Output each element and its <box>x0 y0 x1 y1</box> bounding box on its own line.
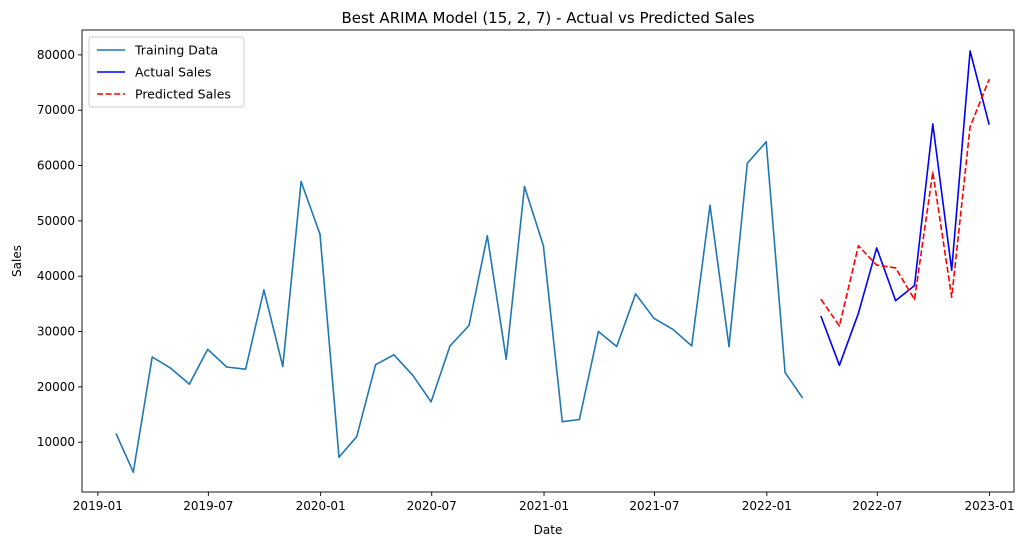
data-point <box>393 354 395 356</box>
data-point <box>188 383 191 385</box>
data-point <box>969 50 971 52</box>
y-tick-label: 10000 <box>37 435 75 449</box>
data-point <box>913 298 916 301</box>
x-tick-label: 2019-01 <box>73 499 123 513</box>
y-axis-label: Sales <box>10 245 24 277</box>
y-tick-label: 20000 <box>37 380 75 394</box>
data-point <box>950 296 953 299</box>
data-point <box>486 235 489 237</box>
data-point <box>412 374 414 377</box>
data-point <box>561 420 564 423</box>
y-tick-label: 70000 <box>37 103 75 117</box>
legend: Training Data Actual Sales Predicted Sales <box>88 36 245 108</box>
data-point <box>615 345 618 348</box>
data-point <box>894 267 897 269</box>
y-axis: 10000 20000 30000 40000 50000 60000 70000 80000 <box>37 48 82 449</box>
data-point <box>430 401 432 403</box>
data-point <box>709 204 711 207</box>
data-point <box>784 371 786 374</box>
data-point <box>672 328 674 331</box>
legend-box <box>88 36 245 108</box>
data-point <box>374 363 377 366</box>
data-point <box>151 356 153 358</box>
data-point <box>225 366 228 368</box>
data-point <box>169 367 172 369</box>
data-point <box>355 435 358 438</box>
data-point <box>765 141 767 143</box>
legend-label-predicted-sales: Predicted Sales <box>135 87 231 102</box>
series-line-actual-sales <box>820 50 990 367</box>
data-point <box>263 289 265 291</box>
data-point <box>206 348 209 351</box>
series-points-predicted-sales <box>820 79 990 327</box>
series-points-actual-sales <box>820 50 990 367</box>
data-point <box>728 345 730 348</box>
y-tick-label: 40000 <box>37 269 75 283</box>
data-point <box>857 245 860 247</box>
chart-title: Best ARIMA Model (15, 2, 7) - Actual vs … <box>341 9 754 27</box>
data-point <box>282 365 284 368</box>
data-point <box>894 299 897 302</box>
data-point <box>801 396 803 399</box>
data-point <box>542 245 545 247</box>
series-layer <box>115 50 990 473</box>
x-tick-label: 2022-07 <box>852 499 902 513</box>
data-point <box>969 126 971 128</box>
x-tick-label: 2020-07 <box>407 499 457 513</box>
data-point <box>820 298 822 301</box>
data-point <box>300 180 302 183</box>
data-point <box>932 171 934 173</box>
y-tick-label: 30000 <box>37 325 75 339</box>
data-point <box>875 264 878 266</box>
x-tick-label: 2021-07 <box>629 499 679 513</box>
data-point <box>319 233 321 235</box>
x-tick-label: 2021-01 <box>519 499 569 513</box>
series-line-predicted-sales <box>820 79 990 327</box>
x-axis-label: Date <box>534 523 563 537</box>
data-point <box>932 123 934 125</box>
data-point <box>838 325 841 327</box>
legend-label-training-data: Training Data <box>134 43 218 58</box>
series-points-training-data <box>115 141 803 473</box>
data-point <box>875 247 878 249</box>
data-point <box>468 324 470 327</box>
data-point <box>988 79 990 81</box>
x-tick-label: 2019-07 <box>183 499 233 513</box>
data-point <box>523 185 526 188</box>
data-point <box>578 418 581 421</box>
data-point <box>597 330 600 333</box>
series-line-training-data <box>115 141 803 473</box>
y-tick-label: 50000 <box>37 214 75 228</box>
data-point <box>857 312 860 315</box>
data-point <box>746 162 749 165</box>
y-tick-label: 80000 <box>37 48 75 62</box>
legend-label-actual-sales: Actual Sales <box>135 65 211 80</box>
data-point <box>838 364 841 367</box>
data-point <box>132 471 135 473</box>
data-point <box>690 345 693 347</box>
y-tick-label: 60000 <box>37 159 75 173</box>
data-point <box>820 315 822 318</box>
data-point <box>505 358 508 361</box>
data-point <box>244 368 247 371</box>
x-axis: 2019-01 2019-07 2020-01 2020-07 2021-01 2021-… <box>73 492 1015 513</box>
data-point <box>653 317 655 320</box>
data-point <box>950 269 953 271</box>
x-tick-label: 2022-01 <box>742 499 792 513</box>
data-point <box>634 293 637 295</box>
data-point <box>338 456 340 458</box>
data-point <box>115 433 117 435</box>
x-tick-label: 2020-01 <box>296 499 346 513</box>
data-point <box>449 345 451 347</box>
x-tick-label: 2023-01 <box>965 499 1015 513</box>
data-point <box>913 284 916 287</box>
data-point <box>988 123 990 125</box>
